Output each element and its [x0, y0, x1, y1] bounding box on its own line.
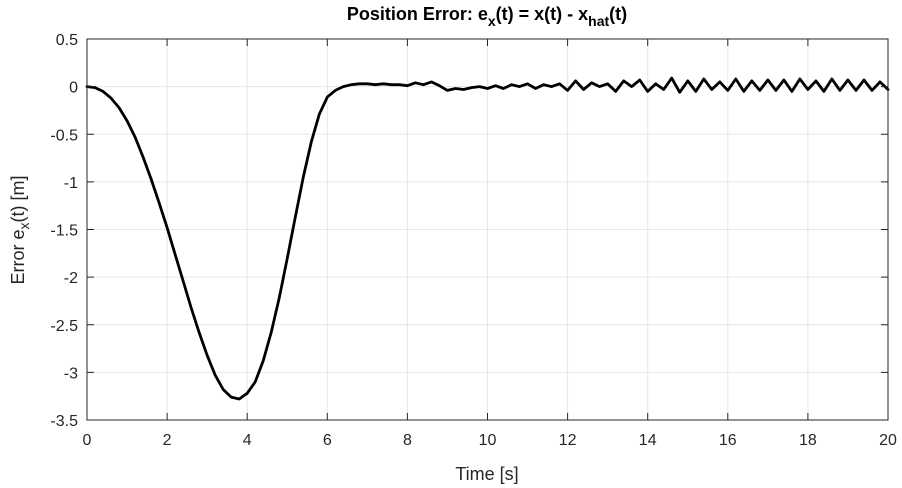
x-tick-label: 0 [83, 432, 92, 449]
x-axis-label: Time [s] [455, 464, 518, 484]
x-tick-label: 18 [799, 432, 817, 449]
x-tick-label: 2 [163, 432, 172, 449]
axis-ticks [86, 38, 889, 421]
x-tick-label: 4 [243, 432, 252, 449]
y-axis-label: Error ex(t) [m] [8, 175, 32, 284]
x-tick-label: 6 [323, 432, 332, 449]
y-tick-label: 0.5 [56, 32, 78, 49]
y-tick-label: -3 [64, 365, 78, 382]
x-tick-label: 10 [479, 432, 497, 449]
y-tick-label: 0 [69, 80, 78, 97]
y-tick-label: -1 [64, 175, 78, 192]
y-tick-label: -1.5 [50, 223, 78, 240]
x-tick-label: 20 [879, 432, 897, 449]
x-tick-label: 14 [639, 432, 657, 449]
x-tick-labels: 0 2 4 6 8 10 12 14 16 18 20 [83, 432, 897, 449]
error-series-line [85, 76, 890, 401]
x-tick-label: 16 [719, 432, 737, 449]
x-tick-label: 12 [559, 432, 577, 449]
y-tick-label: -3.5 [50, 413, 78, 430]
y-tick-labels: 0.5 0 -0.5 -1 -1.5 -2 -2.5 -3 -3.5 [50, 32, 78, 430]
y-tick-label: -2.5 [50, 318, 78, 335]
y-tick-label: -0.5 [50, 127, 78, 144]
y-tick-label: -2 [64, 270, 78, 287]
x-tick-label: 8 [403, 432, 412, 449]
chart-title: Position Error: ex(t) = x(t) - xhat(t) [347, 4, 627, 29]
